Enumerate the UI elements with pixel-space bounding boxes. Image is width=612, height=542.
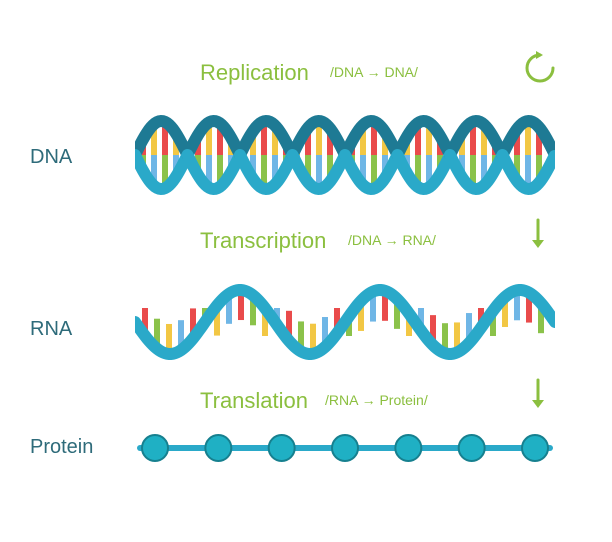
translation-title: Translation (200, 388, 308, 414)
cycle-arrow-icon (522, 50, 558, 86)
central-dogma-diagram: { "layout": { "width": 612, "height": 54… (0, 0, 612, 542)
dna-label: DNA (30, 146, 72, 169)
down-arrow-icon (530, 378, 546, 414)
rna-label: RNA (30, 318, 72, 341)
protein-chain (135, 430, 555, 466)
down-arrow-icon (530, 218, 546, 254)
rna-single-strand (135, 282, 555, 362)
replication-title: Replication (200, 60, 309, 86)
dna-double-helix (135, 110, 555, 200)
transcription-title: Transcription (200, 228, 326, 254)
translation-sub: /RNA → Protein/ (325, 392, 428, 408)
transcription-sub: /DNA → RNA/ (348, 232, 436, 248)
replication-sub: /DNA → DNA/ (330, 64, 418, 80)
protein-label: Protein (30, 436, 93, 459)
